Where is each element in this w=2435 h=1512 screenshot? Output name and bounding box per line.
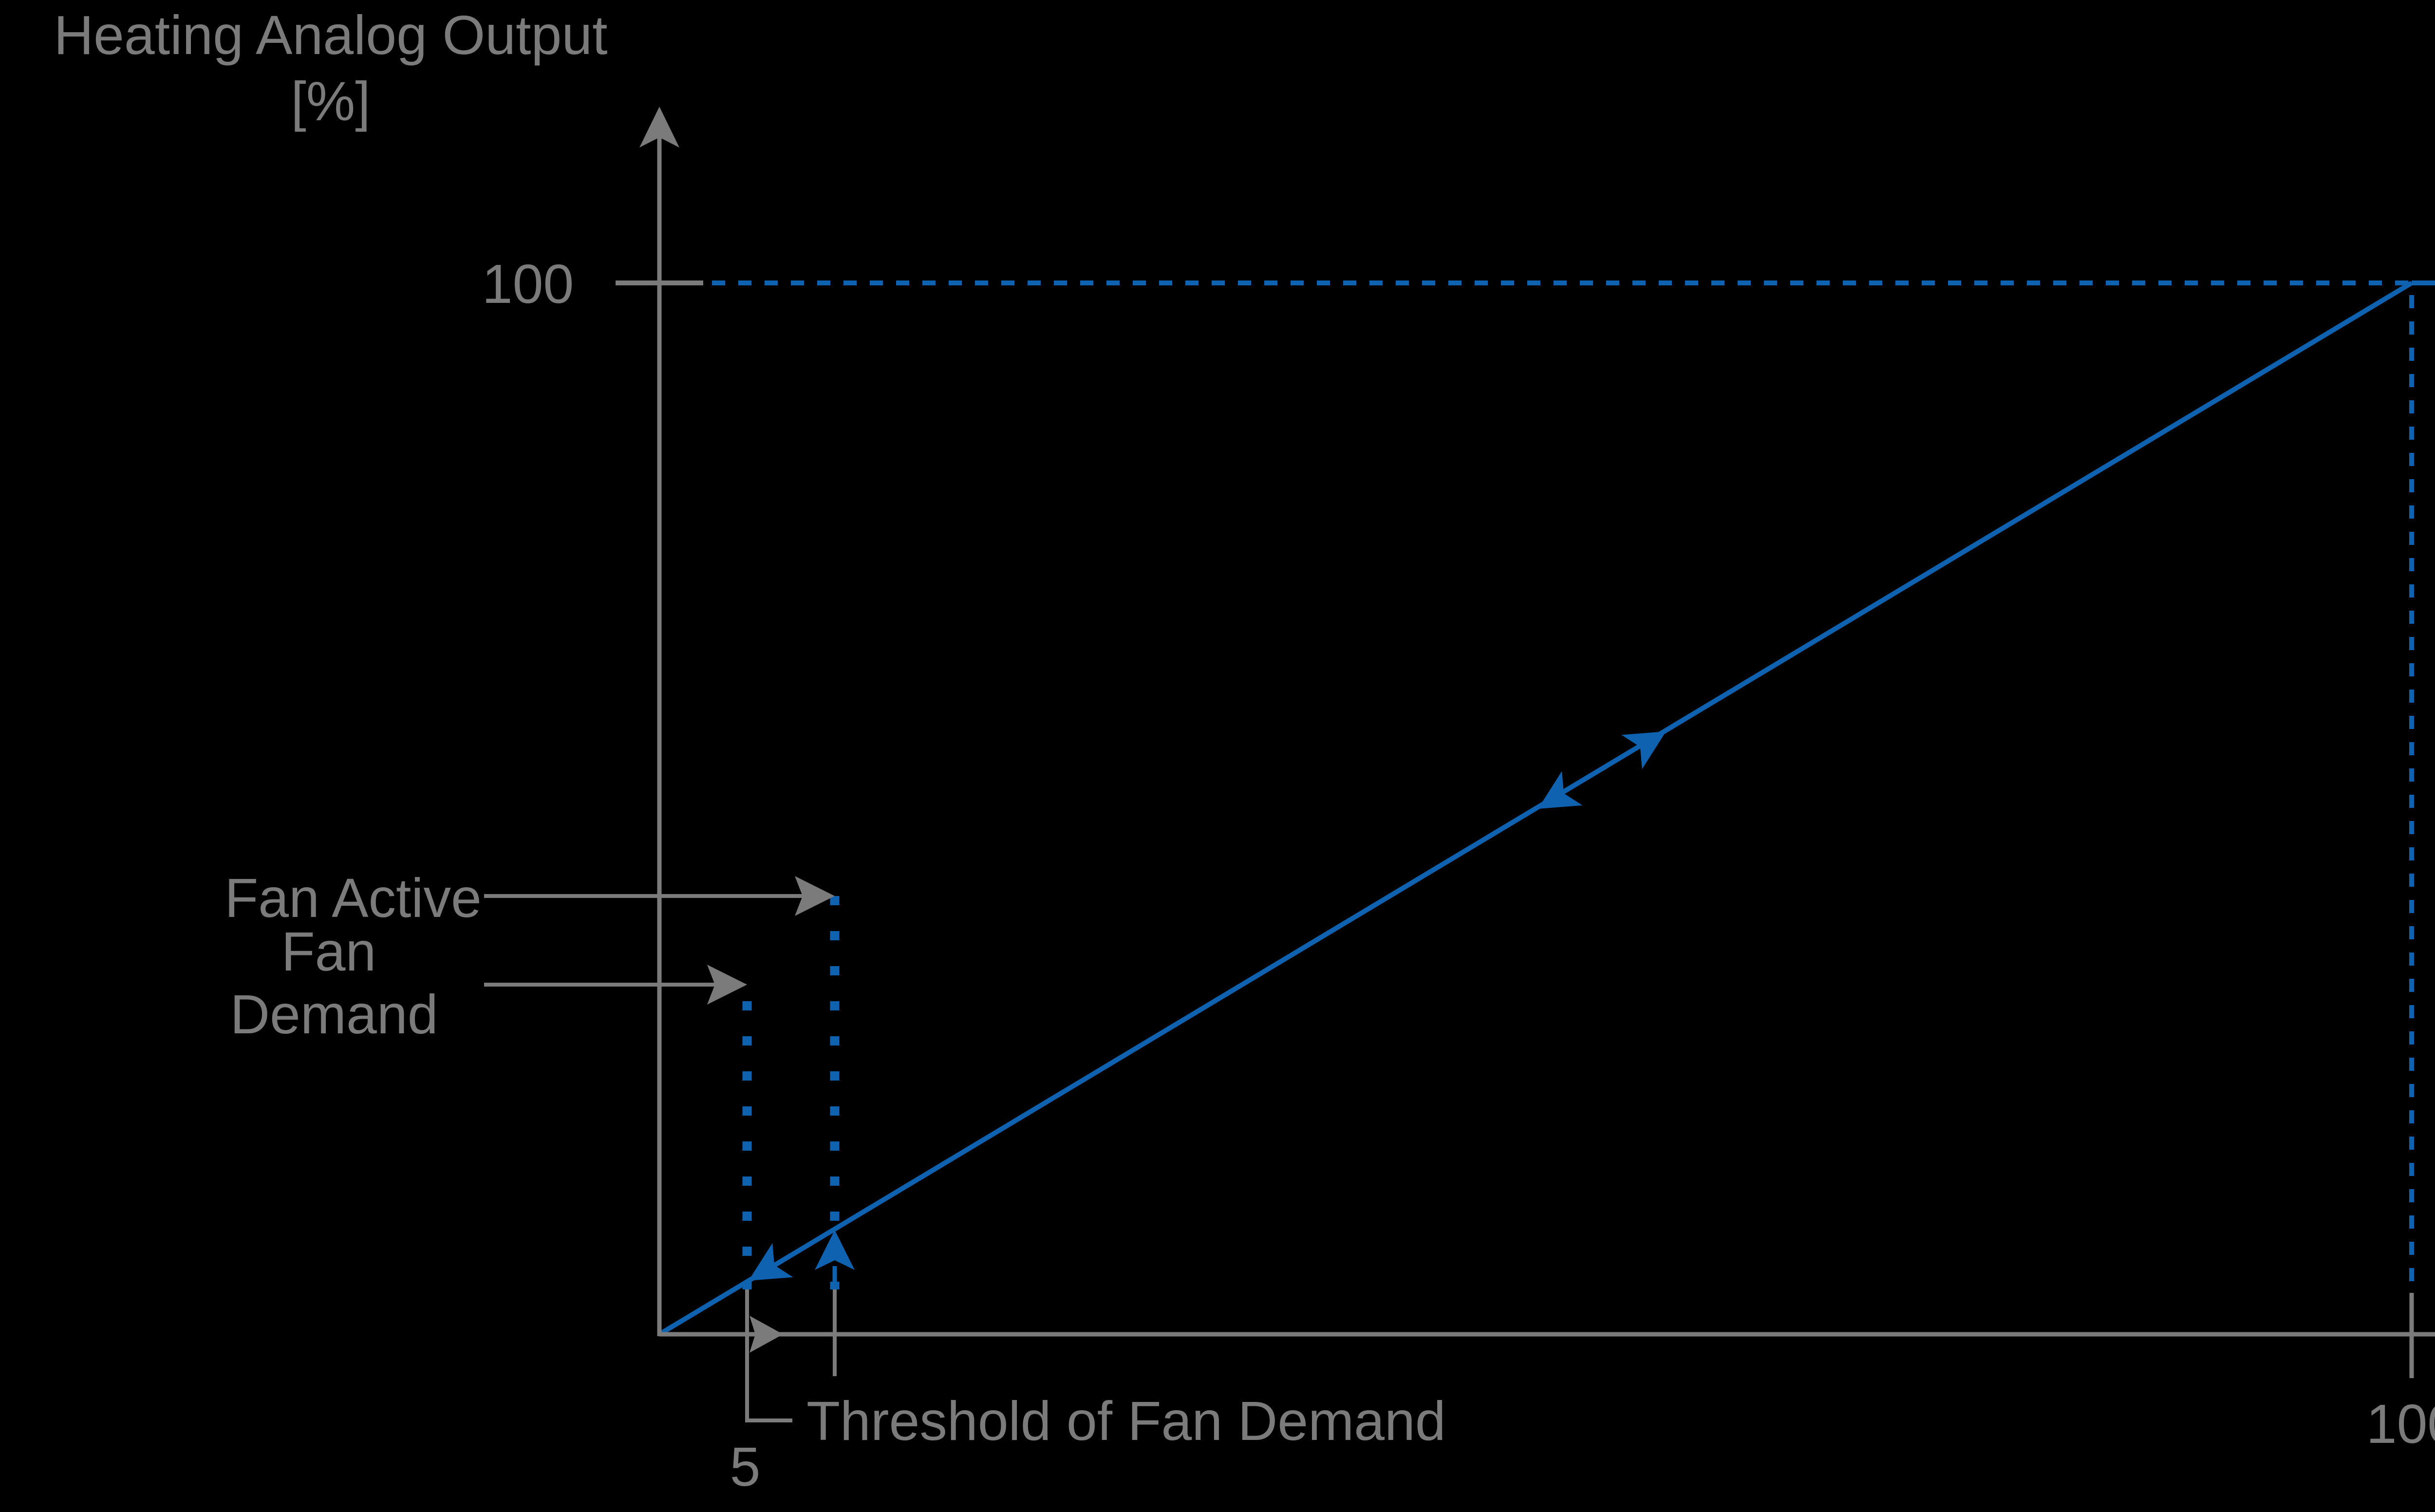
svg-text:Fan Active: Fan Active [225, 867, 482, 929]
svg-text:Fan: Fan [281, 921, 376, 982]
svg-text:[%]: [%] [291, 71, 370, 132]
svg-text:Threshold of Fan Demand: Threshold of Fan Demand [806, 1390, 1446, 1452]
svg-text:100: 100 [2366, 1393, 2435, 1455]
svg-text:5: 5 [730, 1436, 761, 1497]
svg-text:100: 100 [482, 253, 574, 315]
svg-text:Demand: Demand [230, 984, 438, 1045]
svg-text:Heating Analog Output: Heating Analog Output [54, 4, 607, 66]
